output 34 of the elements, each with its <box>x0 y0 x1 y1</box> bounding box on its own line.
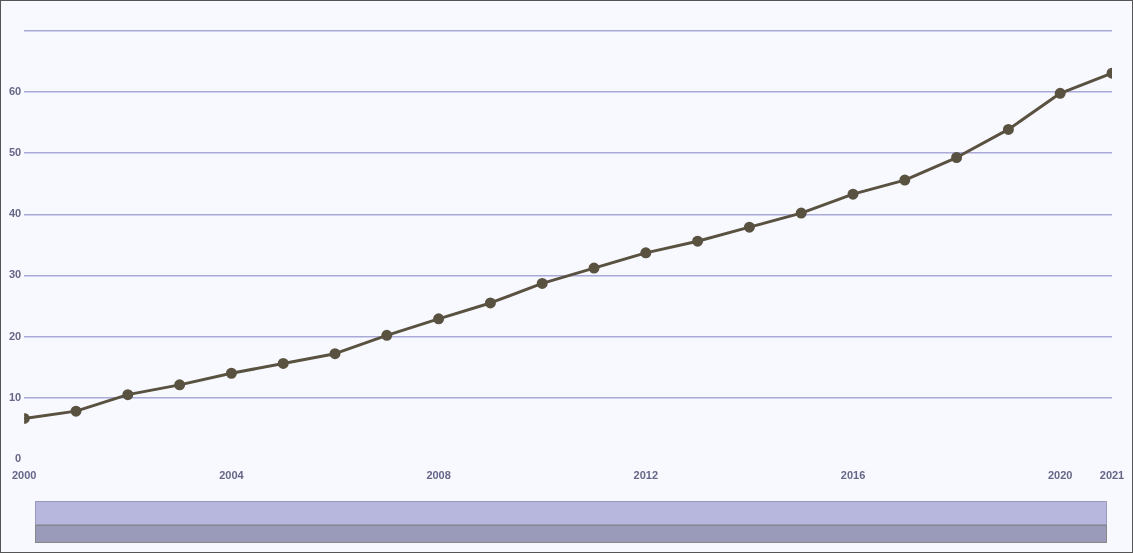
point <box>899 174 911 186</box>
x-tick-label: 2020 <box>1047 469 1073 482</box>
y-tick-label: 20 <box>8 329 22 342</box>
point <box>1054 87 1066 99</box>
point <box>484 297 496 309</box>
point <box>847 188 859 200</box>
point <box>795 207 807 219</box>
point <box>433 313 445 325</box>
y-tick-label: 10 <box>8 390 22 403</box>
point <box>70 405 82 417</box>
x-tick-label: 2008 <box>426 469 451 482</box>
x-tick-label: 2016 <box>840 469 866 482</box>
y-tick-label: 30 <box>8 268 22 281</box>
y-tick-label: 60 <box>8 85 22 98</box>
point <box>122 389 134 401</box>
point <box>329 348 341 360</box>
point <box>951 152 963 164</box>
point <box>536 277 548 289</box>
point <box>743 221 755 233</box>
point <box>225 367 237 379</box>
x-tick-label: 2004 <box>219 469 245 482</box>
point <box>381 329 393 341</box>
point <box>174 379 186 391</box>
point <box>1002 123 1014 135</box>
point <box>588 262 600 274</box>
x-tick-label: 2000 <box>11 469 37 482</box>
y-tick-label: 50 <box>8 146 22 159</box>
x-tick-label: 2012 <box>633 469 659 482</box>
y-tick-label: 0 <box>15 451 22 464</box>
point <box>277 357 289 369</box>
x-tick-label: 2021 <box>1099 469 1125 482</box>
y-tick-label: 40 <box>8 207 22 220</box>
point <box>640 247 652 259</box>
point <box>692 235 704 247</box>
